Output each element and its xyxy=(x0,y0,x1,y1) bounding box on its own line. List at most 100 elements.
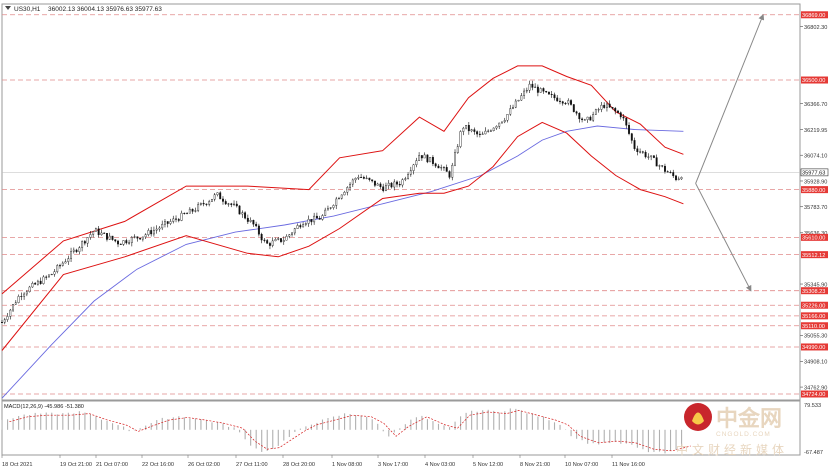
candle-body xyxy=(318,218,321,220)
macd-histogram-bar xyxy=(366,417,368,430)
macd-histogram-bar xyxy=(509,408,511,430)
macd-histogram-bar xyxy=(34,412,36,430)
level-tag xyxy=(801,11,828,19)
candle-body xyxy=(219,192,222,200)
macd-histogram-bar xyxy=(614,429,616,442)
macd-histogram-bar xyxy=(111,423,114,430)
moving-average-line xyxy=(1,125,684,399)
candle-body xyxy=(183,212,186,214)
macd-histogram-bar xyxy=(476,411,478,430)
macd-signal-line xyxy=(9,410,691,452)
candle-body xyxy=(503,120,506,123)
macd-histogram-bar xyxy=(150,423,152,430)
level-tag-label: 35110.00 xyxy=(802,324,825,330)
level-tag xyxy=(801,233,828,241)
candle-body xyxy=(48,274,50,278)
candle-body xyxy=(304,223,307,225)
candle-body xyxy=(191,208,194,212)
candle-body xyxy=(401,179,404,186)
candle-body xyxy=(382,186,385,191)
candle-body xyxy=(158,227,161,230)
candle-body xyxy=(257,225,260,235)
candle-body xyxy=(611,106,614,109)
macd-histogram-bar xyxy=(620,429,622,444)
candle-body xyxy=(70,251,73,259)
macd-histogram-bar xyxy=(316,422,318,430)
macd-histogram-bar xyxy=(244,429,246,440)
candle-body xyxy=(429,157,432,163)
candle-body xyxy=(398,184,401,186)
candle-body xyxy=(597,109,600,111)
candle-body xyxy=(349,183,352,188)
candle-body xyxy=(216,192,219,195)
candle-body xyxy=(451,164,454,178)
candle-body xyxy=(633,140,636,149)
candle-body xyxy=(42,276,45,284)
macd-histogram-bar xyxy=(664,429,666,454)
macd-histogram-bar xyxy=(266,429,268,451)
candle-body xyxy=(506,114,509,121)
candle-body xyxy=(608,103,611,108)
y-tick-label: 36219.95 xyxy=(804,128,827,134)
macd-histogram-bar xyxy=(12,418,14,430)
y-tick-label: 34762.90 xyxy=(804,385,827,391)
candle-body xyxy=(492,127,495,132)
candle-body xyxy=(94,228,97,232)
chart-symbol-title: US30,H1 xyxy=(14,6,41,13)
candle-body xyxy=(586,116,589,120)
candle-body xyxy=(617,110,619,113)
candle-body xyxy=(605,103,608,108)
macd-histogram-bar xyxy=(598,429,600,445)
candle-body xyxy=(100,232,103,236)
candle-body xyxy=(456,146,459,153)
macd-histogram-bar xyxy=(305,426,307,430)
candle-body xyxy=(177,219,180,221)
candle-body xyxy=(581,118,584,121)
candle-body xyxy=(407,174,410,179)
candle-body xyxy=(335,198,338,206)
candle-body xyxy=(603,104,606,108)
candle-body xyxy=(238,205,241,215)
macd-histogram-bar xyxy=(393,429,395,433)
candle-body xyxy=(528,83,531,91)
x-axis-label: 22 Oct 16:00 xyxy=(142,462,174,468)
y-tick-label: 35055.30 xyxy=(804,334,827,340)
candle-body xyxy=(39,280,42,284)
candle-body xyxy=(368,177,371,180)
candle-body xyxy=(108,235,111,240)
candle-body xyxy=(329,207,332,209)
macd-histogram-bar xyxy=(581,429,583,441)
candle-body xyxy=(622,116,625,119)
candle-body xyxy=(332,205,335,208)
candle-body xyxy=(556,97,559,102)
macd-histogram-bar xyxy=(658,429,661,452)
macd-histogram-bar xyxy=(194,418,196,430)
macd-histogram-bar xyxy=(587,429,589,444)
macd-histogram-bar xyxy=(448,427,451,430)
macd-histogram-bar xyxy=(460,416,462,430)
candle-body xyxy=(128,242,131,244)
macd-histogram-bar xyxy=(371,419,373,430)
candle-body xyxy=(531,83,534,88)
macd-histogram-bar xyxy=(548,420,550,430)
macd-histogram-bar xyxy=(642,429,644,450)
candle-body xyxy=(114,239,117,242)
candle-body xyxy=(144,234,147,238)
x-axis-label: 3 Nov 17:00 xyxy=(378,462,408,468)
candle-body xyxy=(462,127,465,132)
candle-body xyxy=(111,235,114,240)
candle-body xyxy=(274,239,277,242)
macd-histogram-bar xyxy=(277,429,279,446)
candle-body xyxy=(583,119,586,121)
macd-histogram-bar xyxy=(216,422,219,430)
level-tag xyxy=(801,390,828,398)
candle-body xyxy=(266,240,269,244)
candle-body xyxy=(547,91,550,95)
candle-body xyxy=(553,94,556,99)
candle-body xyxy=(672,172,675,177)
candle-body xyxy=(600,104,603,110)
macd-histogram-bar xyxy=(172,417,174,430)
candle-body xyxy=(125,240,128,244)
candle-body xyxy=(25,291,28,295)
macd-histogram-bar xyxy=(432,421,434,430)
